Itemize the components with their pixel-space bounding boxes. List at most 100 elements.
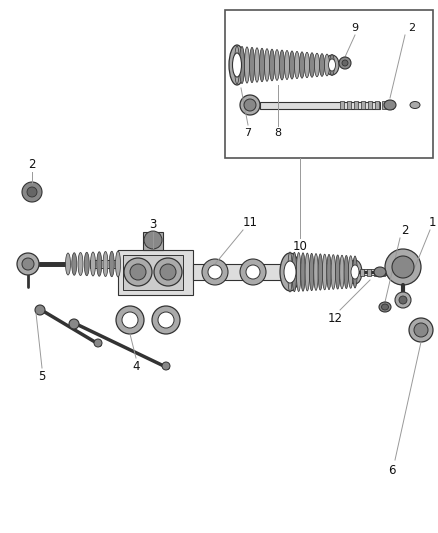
Circle shape [94, 339, 102, 347]
Ellipse shape [275, 50, 279, 80]
Bar [381, 269, 385, 276]
Circle shape [339, 57, 351, 69]
Text: 2: 2 [401, 223, 409, 237]
Text: 5: 5 [38, 370, 46, 384]
Bar [193, 264, 290, 280]
Ellipse shape [314, 254, 318, 290]
Ellipse shape [301, 253, 305, 291]
Circle shape [22, 182, 42, 202]
Text: 7: 7 [244, 128, 251, 138]
Ellipse shape [310, 53, 314, 77]
Ellipse shape [304, 52, 310, 78]
Ellipse shape [292, 252, 297, 292]
Ellipse shape [344, 255, 349, 288]
Circle shape [392, 256, 414, 278]
Ellipse shape [229, 45, 245, 85]
Ellipse shape [269, 49, 275, 81]
Text: 2: 2 [409, 23, 416, 33]
Ellipse shape [259, 49, 265, 82]
Ellipse shape [348, 256, 353, 288]
Bar [225, 10, 433, 158]
Text: 11: 11 [243, 215, 258, 229]
Circle shape [154, 258, 182, 286]
Circle shape [399, 296, 407, 304]
Bar [361, 101, 365, 109]
Ellipse shape [240, 46, 244, 84]
Circle shape [160, 264, 176, 280]
Bar [340, 101, 344, 109]
Ellipse shape [327, 254, 331, 289]
Ellipse shape [254, 48, 259, 82]
Ellipse shape [309, 253, 314, 290]
Circle shape [202, 259, 228, 285]
Circle shape [27, 187, 37, 197]
Ellipse shape [285, 51, 290, 79]
Ellipse shape [329, 54, 335, 76]
Ellipse shape [250, 47, 254, 83]
Ellipse shape [72, 253, 77, 275]
Circle shape [414, 323, 428, 337]
Polygon shape [123, 255, 183, 290]
Ellipse shape [318, 254, 322, 290]
Ellipse shape [294, 51, 300, 78]
Ellipse shape [284, 261, 296, 283]
Bar [368, 101, 372, 109]
Ellipse shape [279, 50, 285, 80]
Circle shape [124, 258, 152, 286]
Ellipse shape [244, 47, 250, 83]
Ellipse shape [374, 267, 386, 277]
Circle shape [158, 312, 174, 328]
Ellipse shape [103, 252, 108, 277]
Ellipse shape [300, 52, 304, 78]
Circle shape [246, 265, 260, 279]
Text: 8: 8 [275, 128, 282, 138]
Ellipse shape [91, 252, 95, 276]
Circle shape [208, 265, 222, 279]
Bar [382, 101, 386, 109]
Circle shape [130, 264, 146, 280]
Ellipse shape [410, 101, 420, 109]
Ellipse shape [331, 255, 336, 289]
Text: 4: 4 [132, 360, 140, 374]
Bar [389, 101, 393, 109]
Bar [90, 260, 118, 268]
Bar [354, 101, 358, 109]
Circle shape [395, 292, 411, 308]
Ellipse shape [319, 54, 325, 76]
Ellipse shape [340, 255, 344, 289]
Polygon shape [143, 232, 163, 250]
Circle shape [122, 312, 138, 328]
Text: 12: 12 [328, 311, 343, 325]
Ellipse shape [233, 53, 241, 77]
Ellipse shape [351, 265, 359, 279]
Text: 1: 1 [428, 215, 436, 229]
Circle shape [152, 306, 180, 334]
Ellipse shape [97, 252, 102, 276]
Ellipse shape [66, 253, 71, 275]
Ellipse shape [280, 253, 300, 291]
Ellipse shape [348, 260, 362, 284]
Text: 10: 10 [293, 239, 307, 253]
Polygon shape [118, 250, 193, 295]
Ellipse shape [384, 100, 396, 110]
Ellipse shape [336, 255, 340, 289]
Ellipse shape [265, 49, 269, 82]
Bar [388, 269, 392, 276]
Circle shape [144, 231, 162, 249]
Bar [260, 101, 380, 109]
Ellipse shape [288, 252, 292, 292]
Circle shape [22, 258, 34, 270]
Text: 6: 6 [388, 464, 396, 477]
Text: 2: 2 [28, 157, 36, 171]
Ellipse shape [353, 256, 357, 288]
Circle shape [116, 306, 144, 334]
Circle shape [409, 318, 433, 342]
Bar [374, 269, 378, 276]
Circle shape [162, 362, 170, 370]
Text: 3: 3 [149, 217, 157, 230]
Ellipse shape [109, 251, 114, 277]
Ellipse shape [325, 54, 329, 76]
Bar [367, 269, 371, 276]
Ellipse shape [116, 251, 120, 277]
Ellipse shape [381, 304, 389, 310]
